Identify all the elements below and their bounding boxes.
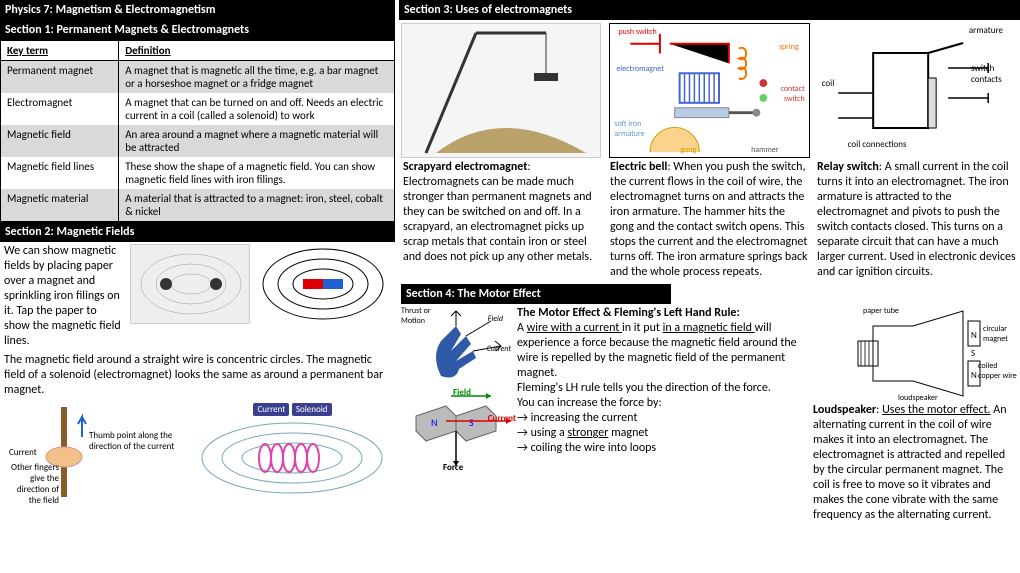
loudspeaker-text: Loudspeaker: Uses the motor effect. An a… xyxy=(813,401,1018,523)
bell-block: push switch spring electromagnet contact… xyxy=(609,23,809,158)
definitions-table: Key term Definition Permanent magnetA ma… xyxy=(0,40,395,222)
relay-block: armature coil switch contacts coil conne… xyxy=(818,23,1018,158)
table-row: Magnetic materialA material that is attr… xyxy=(1,189,395,222)
svg-text:N: N xyxy=(971,330,977,341)
loudspeaker-diagram: N N S paper tube circular magnet coiled … xyxy=(813,306,1018,401)
right-column: Section 3: Uses of electromagnets xyxy=(395,0,1020,573)
left-column: Physics 7: Magnetism & Electromagnetism … xyxy=(0,0,395,573)
iron-filings-diagram xyxy=(130,244,250,324)
table-row: Magnetic field linesThese show the shape… xyxy=(1,157,395,189)
motor-effect-text: The Motor Effect & Fleming's Left Hand R… xyxy=(517,306,807,523)
scrapyard-diagram xyxy=(401,23,601,158)
bell-diagram: push switch spring electromagnet contact… xyxy=(609,23,809,158)
solenoid-diagram: Current Solenoid xyxy=(195,402,390,501)
svg-text:S: S xyxy=(469,416,474,429)
section2-header: Section 2: Magnetic Fields xyxy=(0,222,395,242)
current-pill: Current xyxy=(253,403,289,416)
th-term: Key term xyxy=(1,41,119,61)
fields-para2: The magnetic field around a straight wir… xyxy=(0,351,395,400)
motor-force-diagram: N S Field Current Force xyxy=(401,391,511,471)
loudspeaker-block: N N S paper tube circular magnet coiled … xyxy=(813,306,1018,523)
section1-header: Section 1: Permanent Magnets & Electroma… xyxy=(0,20,395,40)
svg-text:N: N xyxy=(971,370,977,381)
right-hand-grip-diagram: Thumb point along the direction of the c… xyxy=(4,402,189,505)
solenoid-icon xyxy=(195,418,390,498)
table-row: Permanent magnetA magnet that is magneti… xyxy=(1,61,395,94)
svg-text:S: S xyxy=(971,348,975,359)
section3-header: Section 3: Uses of electromagnets xyxy=(399,0,1020,20)
table-row: Magnetic fieldAn area around a magnet wh… xyxy=(1,125,395,157)
fields-intro: We can show magnetic fields by placing p… xyxy=(4,244,124,349)
bell-text: Electric bell: When you push the switch,… xyxy=(610,160,809,280)
scrapyard-text: Scrapyard electromagnet: Electromagnets … xyxy=(403,160,602,280)
relay-icon xyxy=(818,23,1018,158)
flemings-hand-diagram: Thrust or Motion Field Current N S Field… xyxy=(401,306,511,523)
relay-diagram: armature coil switch contacts coil conne… xyxy=(818,23,1018,158)
relay-text: Relay switch: A small current in the coi… xyxy=(817,160,1016,280)
table-header-row: Key term Definition xyxy=(1,41,395,61)
page-title: Physics 7: Magnetism & Electromagnetism xyxy=(0,0,395,20)
solenoid-pill: Solenoid xyxy=(292,403,332,416)
section4-header: Section 4: The Motor Effect xyxy=(401,284,671,304)
th-def: Definition xyxy=(119,41,395,61)
scrapyard-block xyxy=(401,23,601,158)
crane-icon xyxy=(406,23,596,158)
barmag-icon xyxy=(256,244,391,324)
filings-icon xyxy=(131,244,249,324)
bar-magnet-field-diagram xyxy=(256,244,391,324)
svg-text:N: N xyxy=(431,416,437,429)
motorforce-icon: N S xyxy=(401,391,511,471)
speaker-icon: N N S xyxy=(813,306,1018,401)
table-row: ElectromagnetA magnet that can be turned… xyxy=(1,93,395,125)
